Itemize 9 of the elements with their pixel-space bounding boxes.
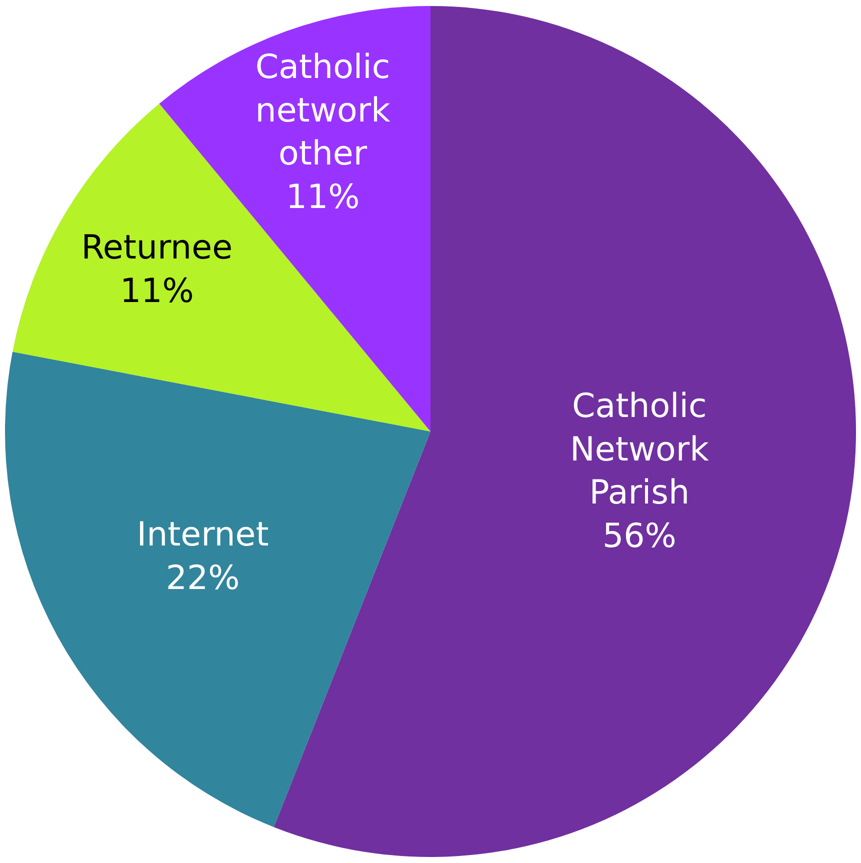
data-label: 11% <box>120 270 194 310</box>
slice-label: Returnee <box>81 228 233 267</box>
data-label: 56% <box>602 516 676 555</box>
data-label: 22% <box>166 558 240 597</box>
slice-label: Catholic Network Parish <box>570 386 710 512</box>
pie-slice <box>6 352 430 828</box>
slice-label: Internet <box>136 514 269 554</box>
data-label: 11% <box>286 176 360 216</box>
slice-label: Catholic network other <box>255 47 392 173</box>
